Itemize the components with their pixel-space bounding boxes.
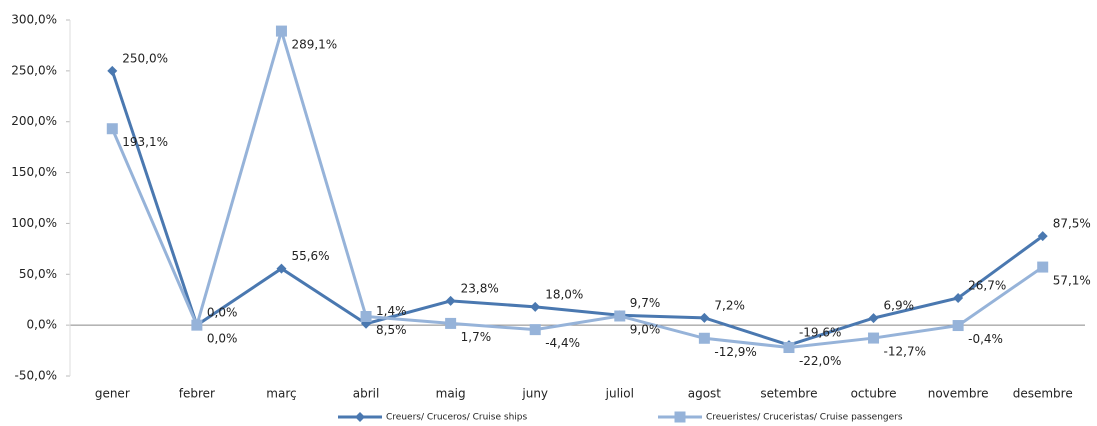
data-label: -0,4% <box>968 332 1003 346</box>
series-line <box>110 70 1044 347</box>
data-point <box>191 319 203 331</box>
data-label: -4,4% <box>545 336 580 350</box>
data-label: 289,1% <box>291 38 337 52</box>
x-tick-label: març <box>266 387 296 401</box>
data-label: 0,0% <box>207 332 238 346</box>
data-point <box>614 310 626 322</box>
x-tick-label: setembre <box>760 387 817 401</box>
data-label: 23,8% <box>461 281 499 295</box>
x-tick-label: juliol <box>605 387 634 401</box>
x-tick-label: gener <box>95 387 130 401</box>
legend-marker <box>674 411 686 423</box>
data-label: 1,4% <box>376 304 407 318</box>
y-tick-label: 150,0% <box>11 165 57 179</box>
data-point <box>868 313 879 324</box>
data-point <box>530 301 541 312</box>
data-label: 6,9% <box>884 299 915 313</box>
data-label: -19,6% <box>799 326 841 340</box>
data-point <box>275 25 287 37</box>
x-tick-label: abril <box>353 387 380 401</box>
data-point <box>276 263 287 274</box>
legend-marker <box>355 412 365 422</box>
data-label: 9,7% <box>630 296 661 310</box>
y-tick-label: -50,0% <box>15 369 57 383</box>
data-label: -12,7% <box>884 345 926 359</box>
data-point <box>698 332 710 344</box>
data-label: 55,6% <box>291 249 329 263</box>
data-point <box>529 324 541 336</box>
data-label: 1,7% <box>461 330 492 344</box>
x-tick-label: juny <box>521 387 548 401</box>
legend-label: Creueristes/ Cruceristas/ Cruise passeng… <box>706 413 903 423</box>
data-label: 26,7% <box>968 278 1006 292</box>
data-point <box>1037 231 1048 242</box>
data-label: 87,5% <box>1053 217 1091 231</box>
data-label: -22,0% <box>799 354 841 368</box>
data-point <box>107 65 118 76</box>
data-label: 7,2% <box>714 298 745 312</box>
data-point <box>445 317 457 329</box>
data-point <box>445 295 456 306</box>
data-label: 57,1% <box>1053 274 1091 288</box>
data-point <box>106 123 118 135</box>
data-label: 193,1% <box>122 135 168 149</box>
y-tick-label: 250,0% <box>11 63 57 77</box>
x-tick-label: maig <box>436 387 466 401</box>
data-point <box>953 292 964 303</box>
data-label: 8,5% <box>376 323 407 337</box>
data-label: 250,0% <box>122 51 168 65</box>
y-tick-label: 100,0% <box>11 216 57 230</box>
x-tick-label: desembre <box>1013 387 1073 401</box>
data-point <box>952 320 964 332</box>
data-point <box>699 312 710 323</box>
x-tick-label: agost <box>688 387 722 401</box>
x-tick-label: octubre <box>851 387 897 401</box>
data-label: 0,0% <box>207 306 238 320</box>
y-tick-label: 0,0% <box>27 318 58 332</box>
y-tick-label: 50,0% <box>19 267 57 281</box>
x-tick-label: novembre <box>928 387 989 401</box>
data-label: 18,0% <box>545 287 583 301</box>
x-tick-label: febrer <box>179 387 215 401</box>
y-tick-label: 300,0% <box>11 13 57 27</box>
data-point <box>868 332 880 344</box>
data-label: 9,0% <box>630 322 661 336</box>
data-point <box>1037 261 1049 273</box>
legend-label: Creuers/ Cruceros/ Cruise ships <box>386 413 527 423</box>
y-tick-label: 200,0% <box>11 114 57 128</box>
data-point <box>360 310 372 322</box>
data-label: -12,9% <box>714 345 756 359</box>
data-point <box>783 342 795 354</box>
series-line <box>110 25 1044 350</box>
